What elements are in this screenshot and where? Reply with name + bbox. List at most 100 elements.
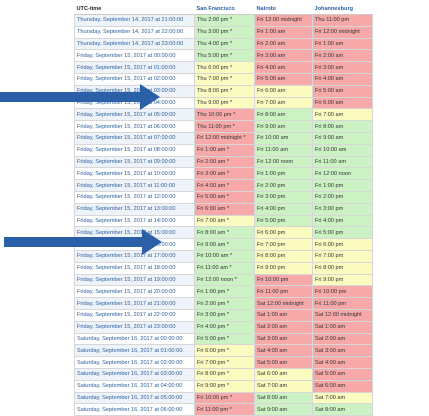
timezone-table-container: UTC-time San Francisco Nairobi Johannesb… [74,3,373,416]
utc-time-link[interactable]: Friday, September 15, 2017 at 11:00:00 [74,179,195,192]
johannesburg-cell: Thu 11:00 pm [312,14,373,27]
utc-time-link[interactable]: Saturday, September 16, 2017 at 03:00:00 [74,367,195,381]
utc-time-link[interactable]: Friday, September 15, 2017 at 02:00:00 [74,72,195,86]
san-francisco-cell: Fri 12:00 noon * [194,273,255,287]
utc-time-link[interactable]: Saturday, September 16, 2017 at 05:00:00 [74,391,195,405]
table-row: Friday, September 15, 2017 at 18:00:00 Fr… [74,261,373,275]
utc-time-link[interactable]: Friday, September 15, 2017 at 08:00:00 [74,143,195,157]
san-francisco-cell: Fri 3:00 am * [194,167,255,181]
table-row: Friday, September 15, 2017 at 15:00:00 Fr… [74,226,373,240]
table-row: Thursday, September 14, 2017 at 23:00:00… [74,37,373,51]
table-row: Friday, September 15, 2017 at 08:00:00 Fr… [74,143,373,157]
table-row: Saturday, September 16, 2017 at 04:00:00… [74,379,373,393]
san-francisco-cell: Fri 8:00 am * [194,226,255,240]
utc-time-link[interactable]: Friday, September 15, 2017 at 05:00:00 [74,108,195,122]
utc-time-link[interactable]: Thursday, September 14, 2017 at 22:00:00 [74,25,195,39]
nairobi-cell: Fri 5:00 am [254,72,313,86]
nairobi-cell: Sat 6:00 am [254,367,313,381]
johannesburg-cell: Sat 6:00 am [312,379,373,393]
nairobi-cell: Fri 3:00 am [254,49,313,63]
johannesburg-cell: Fri 11:00 am [312,155,373,169]
johannesburg-cell: Fri 9:00 pm [312,273,373,287]
header-san-francisco[interactable]: San Francisco [194,3,255,15]
nairobi-cell: Fri 6:00 am [254,84,313,98]
san-francisco-cell: Fri 2:00 am * [194,155,255,169]
utc-time-link[interactable]: Saturday, September 16, 2017 at 04:00:00 [74,379,195,393]
san-francisco-cell: Fri 2:00 pm * [194,297,255,310]
table-header-row: UTC-time San Francisco Nairobi Johannesb… [74,3,373,15]
utc-time-link[interactable]: Friday, September 15, 2017 at 12:00:00 [74,190,195,204]
nairobi-cell: Sat 8:00 am [254,391,313,405]
san-francisco-cell: Thu 7:00 pm * [194,72,255,86]
utc-time-link[interactable]: Friday, September 15, 2017 at 14:00:00 [74,214,195,228]
table-row: Friday, September 15, 2017 at 10:00:00 Fr… [74,167,373,181]
header-utc-time: UTC-time [74,3,195,15]
arrow-right-icon [4,229,162,255]
table-row: Saturday, September 16, 2017 at 02:00:00… [74,356,373,369]
johannesburg-cell: Sat 3:00 am [312,344,373,358]
utc-time-link[interactable]: Friday, September 15, 2017 at 06:00:00 [74,120,195,133]
table-row: Friday, September 15, 2017 at 01:00:00 Th… [74,61,373,74]
nairobi-cell: Sat 9:00 am [254,403,313,416]
san-francisco-cell: Fri 7:00 am * [194,214,255,228]
nairobi-cell: Fri 6:00 pm [254,226,313,240]
nairobi-cell: Fri 9:00 pm [254,261,313,275]
san-francisco-cell: Thu 3:00 pm * [194,25,255,39]
san-francisco-cell: Thu 10:00 pm * [194,108,255,122]
nairobi-cell: Sat 2:00 am [254,320,313,334]
nairobi-cell: Fri 9:00 am [254,120,313,133]
utc-time-link[interactable]: Friday, September 15, 2017 at 19:00:00 [74,273,195,287]
table-row: Saturday, September 16, 2017 at 00:00:00… [74,332,373,346]
san-francisco-cell: Fri 4:00 pm * [194,320,255,334]
johannesburg-cell: Sat 4:00 am [312,356,373,369]
nairobi-cell: Fri 2:00 am [254,37,313,51]
table-row: Friday, September 15, 2017 at 02:00:00 Th… [74,72,373,86]
nairobi-cell: Sat 3:00 am [254,332,313,346]
table-row: Friday, September 15, 2017 at 12:00:00 Fr… [74,190,373,204]
san-francisco-cell: Thu 4:00 pm * [194,37,255,51]
utc-time-link[interactable]: Friday, September 15, 2017 at 17:00:00 [74,249,195,263]
table-row: Friday, September 15, 2017 at 17:00:00 Fr… [74,249,373,263]
san-francisco-cell: Thu 8:00 pm * [194,84,255,98]
table-row: Saturday, September 16, 2017 at 06:00:00… [74,403,373,416]
utc-time-link[interactable]: Friday, September 15, 2017 at 23:00:00 [74,320,195,334]
utc-time-link[interactable]: Friday, September 15, 2017 at 22:00:00 [74,308,195,322]
utc-time-link[interactable]: Friday, September 15, 2017 at 07:00:00 [74,131,195,145]
utc-time-link[interactable]: Friday, September 15, 2017 at 21:00:00 [74,297,195,310]
table-row: Saturday, September 16, 2017 at 05:00:00… [74,391,373,405]
utc-time-link[interactable]: Friday, September 15, 2017 at 20:00:00 [74,285,195,299]
nairobi-cell: Fri 7:00 pm [254,238,313,251]
utc-time-link[interactable]: Saturday, September 16, 2017 at 01:00:00 [74,344,195,358]
utc-time-link[interactable]: Friday, September 15, 2017 at 18:00:00 [74,261,195,275]
nairobi-cell: Fri 12:00 noon [254,155,313,169]
san-francisco-cell: Thu 9:00 pm * [194,96,255,110]
utc-time-link[interactable]: Saturday, September 16, 2017 at 02:00:00 [74,356,195,369]
table-row: Friday, September 15, 2017 at 00:00:00 Th… [74,49,373,63]
utc-time-link[interactable]: Friday, September 15, 2017 at 01:00:00 [74,61,195,74]
san-francisco-cell: Fri 1:00 pm * [194,285,255,299]
johannesburg-cell: Fri 8:00 pm [312,261,373,275]
nairobi-cell: Fri 8:00 pm [254,249,313,263]
utc-time-link[interactable]: Friday, September 15, 2017 at 00:00:00 [74,49,195,63]
san-francisco-cell: Fri 9:00 am * [194,238,255,251]
san-francisco-cell: Fri 11:00 pm * [194,403,255,416]
johannesburg-cell: Fri 5:00 pm [312,226,373,240]
johannesburg-cell: Fri 11:00 pm [312,297,373,310]
utc-time-link[interactable]: Saturday, September 16, 2017 at 06:00:00 [74,403,195,416]
utc-time-link[interactable]: Thursday, September 14, 2017 at 23:00:00 [74,37,195,51]
johannesburg-cell: Fri 7:00 pm [312,249,373,263]
johannesburg-cell: Fri 4:00 pm [312,214,373,228]
nairobi-cell: Fri 4:00 pm [254,202,313,216]
utc-time-link[interactable]: Friday, September 15, 2017 at 10:00:00 [74,167,195,181]
johannesburg-cell: Fri 5:00 am [312,84,373,98]
utc-time-link[interactable]: Friday, September 15, 2017 at 13:00:00 [74,202,195,216]
header-johannesburg[interactable]: Johannesburg [312,3,373,15]
nairobi-cell: Fri 1:00 pm [254,167,313,181]
utc-time-link[interactable]: Saturday, September 16, 2017 at 00:00:00 [74,332,195,346]
johannesburg-cell: Fri 3:00 pm [312,202,373,216]
johannesburg-cell: Fri 12:00 noon [312,167,373,181]
utc-time-link[interactable]: Thursday, September 14, 2017 at 21:00:00 [74,14,195,27]
header-nairobi[interactable]: Nairobi [254,3,313,15]
utc-time-link[interactable]: Friday, September 15, 2017 at 09:00:00 [74,155,195,169]
table-row: Saturday, September 16, 2017 at 03:00:00… [74,367,373,381]
